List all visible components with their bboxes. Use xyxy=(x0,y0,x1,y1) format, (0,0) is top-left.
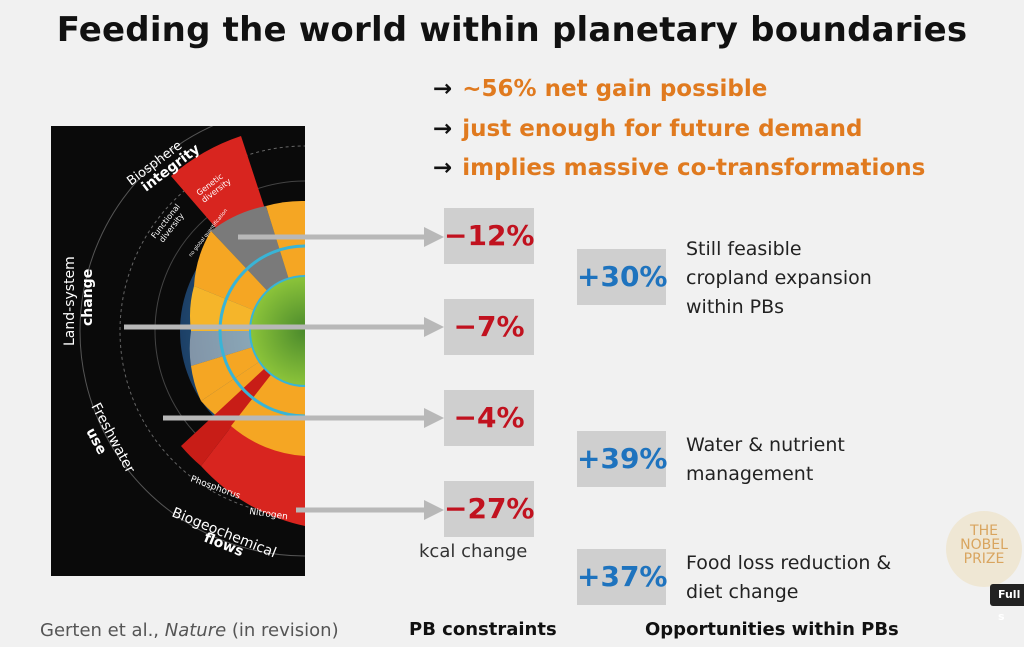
kcal-change-box: −4% xyxy=(444,390,534,446)
opportunity-value: +39% xyxy=(577,431,667,487)
opportunity-text: Water & nutrient management xyxy=(686,431,845,489)
bullet-future-demand: → just enough for future demand xyxy=(433,116,862,142)
logo-line: PRIZE xyxy=(963,551,1005,567)
bullet-text: ~56% net gain possible xyxy=(462,76,768,102)
pb-constraints-label: PB constraints xyxy=(409,619,557,640)
planetary-boundaries-graphic: Biosphere integrity Genetic diversity Fu… xyxy=(51,126,305,576)
opportunity-line: Water & nutrient xyxy=(686,434,845,456)
citation-authors: Gerten et al., xyxy=(40,620,165,641)
citation-status: (in revision) xyxy=(226,620,339,641)
opportunity-line: diet change xyxy=(686,581,799,603)
core-circle xyxy=(249,275,305,387)
nobel-prize-logo: THE NOBEL PRIZE xyxy=(946,511,1022,587)
boundaries-svg: Biosphere integrity Genetic diversity Fu… xyxy=(62,126,305,561)
opportunity-line: management xyxy=(686,463,814,485)
bullet-net-gain: → ~56% net gain possible xyxy=(433,76,767,102)
arrowhead-4 xyxy=(424,500,444,520)
arrowhead-2 xyxy=(424,317,444,337)
bullet-co-transformations: → implies massive co-transformations xyxy=(433,155,925,181)
citation: Gerten et al., Nature (in revision) xyxy=(40,620,339,641)
opportunity-value: +37% xyxy=(577,549,667,605)
logo-line: THE xyxy=(970,523,998,539)
land-system-label-1: Land-system xyxy=(62,256,78,346)
opportunity-value: +30% xyxy=(577,249,667,305)
arrow-right-icon: → xyxy=(433,155,453,181)
land-system-label-2: change xyxy=(80,269,96,326)
arrow-right-icon: → xyxy=(433,76,453,102)
kcal-change-box: −12% xyxy=(444,208,534,264)
opportunity-line: Food loss reduction & xyxy=(686,552,892,574)
opportunity-text: Still feasible cropland expansion within… xyxy=(686,235,872,322)
opportunity-text: Food loss reduction & diet change xyxy=(686,549,891,607)
arrowhead-1 xyxy=(424,227,444,247)
logo-line: NOBEL xyxy=(960,537,1008,553)
kcal-caption: kcal change xyxy=(419,541,528,562)
citation-journal: Nature xyxy=(164,620,227,641)
opportunities-label: Opportunities within PBs xyxy=(645,619,899,640)
arrowhead-3 xyxy=(424,408,444,428)
slide-title: Feeding the world within planetary bound… xyxy=(56,10,968,50)
safe-zone-ring xyxy=(218,244,305,418)
kcal-change-box: −7% xyxy=(444,299,534,355)
fullscreen-button[interactable]: Full s xyxy=(990,584,1024,623)
bullet-text: implies massive co-transformations xyxy=(462,155,926,181)
arrow-right-icon: → xyxy=(433,116,453,142)
opportunity-line: cropland expansion xyxy=(686,267,872,289)
bullet-text: just enough for future demand xyxy=(462,116,863,142)
opportunity-line: Still feasible xyxy=(686,238,802,260)
opportunity-line: within PBs xyxy=(686,296,785,318)
kcal-change-box: −27% xyxy=(444,481,534,537)
